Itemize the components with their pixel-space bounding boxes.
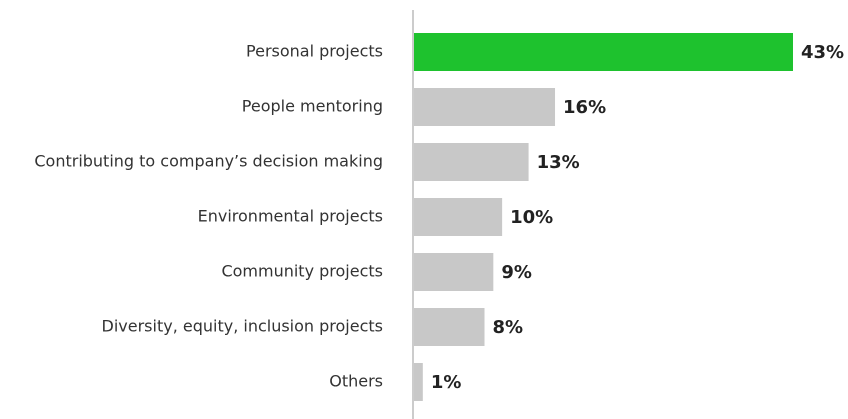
- value-label: 1%: [431, 372, 462, 393]
- category-label: Contributing to company’s decision makin…: [34, 152, 383, 171]
- value-label: 16%: [563, 97, 606, 118]
- value-label: 8%: [493, 317, 524, 338]
- bar: [414, 363, 423, 401]
- category-label: Personal projects: [246, 42, 383, 61]
- value-label: 10%: [510, 207, 553, 228]
- bar: [414, 198, 503, 236]
- bar: [414, 253, 494, 291]
- category-label: Others: [329, 372, 383, 391]
- value-label: 13%: [537, 152, 580, 173]
- category-label: People mentoring: [242, 97, 383, 116]
- value-label: 43%: [801, 42, 844, 63]
- category-label: Community projects: [221, 262, 383, 281]
- bar: [414, 33, 793, 71]
- category-label: Diversity, equity, inclusion projects: [102, 317, 383, 336]
- bar: [414, 88, 556, 126]
- bar: [414, 143, 529, 181]
- bar: [414, 308, 485, 346]
- value-label: 9%: [501, 262, 532, 283]
- category-label: Environmental projects: [198, 207, 383, 226]
